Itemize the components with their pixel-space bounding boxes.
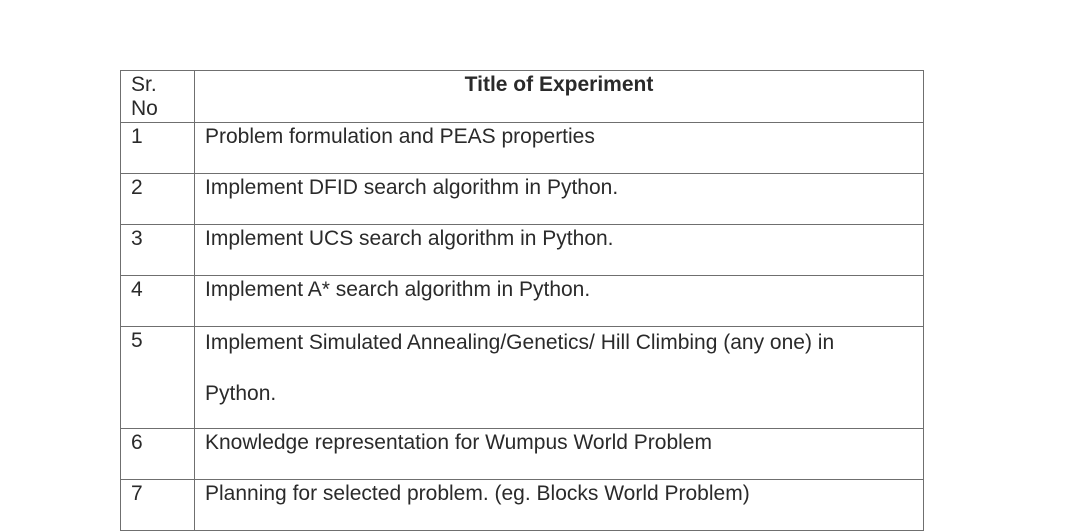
row-title-text: Knowledge representation for Wumpus Worl… — [205, 431, 712, 454]
table-row: 2 Implement DFID search algorithm in Pyt… — [120, 173, 924, 225]
row-sr-cell: 1 — [120, 122, 195, 174]
table-row: 3 Implement UCS search algorithm in Pyth… — [120, 224, 924, 276]
row-sr-number: 2 — [131, 176, 143, 199]
row-title-text: Implement Simulated Annealing/Genetics/ … — [205, 331, 835, 405]
row-title-text: Implement DFID search algorithm in Pytho… — [205, 176, 619, 199]
row-title-cell: Problem formulation and PEAS properties — [194, 122, 924, 174]
row-sr-number: 6 — [131, 431, 143, 454]
row-title-text: Implement UCS search algorithm in Python… — [205, 227, 614, 250]
row-sr-number: 7 — [131, 482, 143, 505]
header-sr-no-label: Sr. No — [131, 73, 158, 120]
row-sr-cell: 3 — [120, 224, 195, 276]
table-row: 6 Knowledge representation for Wumpus Wo… — [120, 428, 924, 480]
row-sr-cell: 6 — [120, 428, 195, 480]
row-sr-cell: 2 — [120, 173, 195, 225]
row-sr-number: 3 — [131, 227, 143, 250]
row-title-text: Implement A* search algorithm in Python. — [205, 278, 591, 301]
table-row: 7 Planning for selected problem. (eg. Bl… — [120, 479, 924, 531]
row-sr-number: 4 — [131, 278, 143, 301]
table-row: 5 Implement Simulated Annealing/Genetics… — [120, 326, 924, 429]
row-title-cell: Implement Simulated Annealing/Genetics/ … — [194, 326, 924, 429]
table-row: 1 Problem formulation and PEAS propertie… — [120, 122, 924, 174]
header-title: Title of Experiment — [194, 70, 924, 123]
row-title-text: Problem formulation and PEAS properties — [205, 125, 595, 148]
row-sr-cell: 5 — [120, 326, 195, 429]
row-title-cell: Knowledge representation for Wumpus Worl… — [194, 428, 924, 480]
row-title-cell: Implement UCS search algorithm in Python… — [194, 224, 924, 276]
row-sr-cell: 7 — [120, 479, 195, 531]
row-title-text: Planning for selected problem. (eg. Bloc… — [205, 482, 750, 505]
row-sr-number: 1 — [131, 125, 143, 148]
row-sr-cell: 4 — [120, 275, 195, 327]
header-sr-no: Sr. No — [120, 70, 195, 123]
header-title-label: Title of Experiment — [464, 73, 654, 96]
table-header-row: Sr. No Title of Experiment — [120, 70, 924, 123]
row-sr-number: 5 — [131, 329, 143, 352]
row-title-cell: Implement DFID search algorithm in Pytho… — [194, 173, 924, 225]
row-title-cell: Planning for selected problem. (eg. Bloc… — [194, 479, 924, 531]
experiments-table: Sr. No Title of Experiment 1 Problem for… — [120, 70, 924, 531]
